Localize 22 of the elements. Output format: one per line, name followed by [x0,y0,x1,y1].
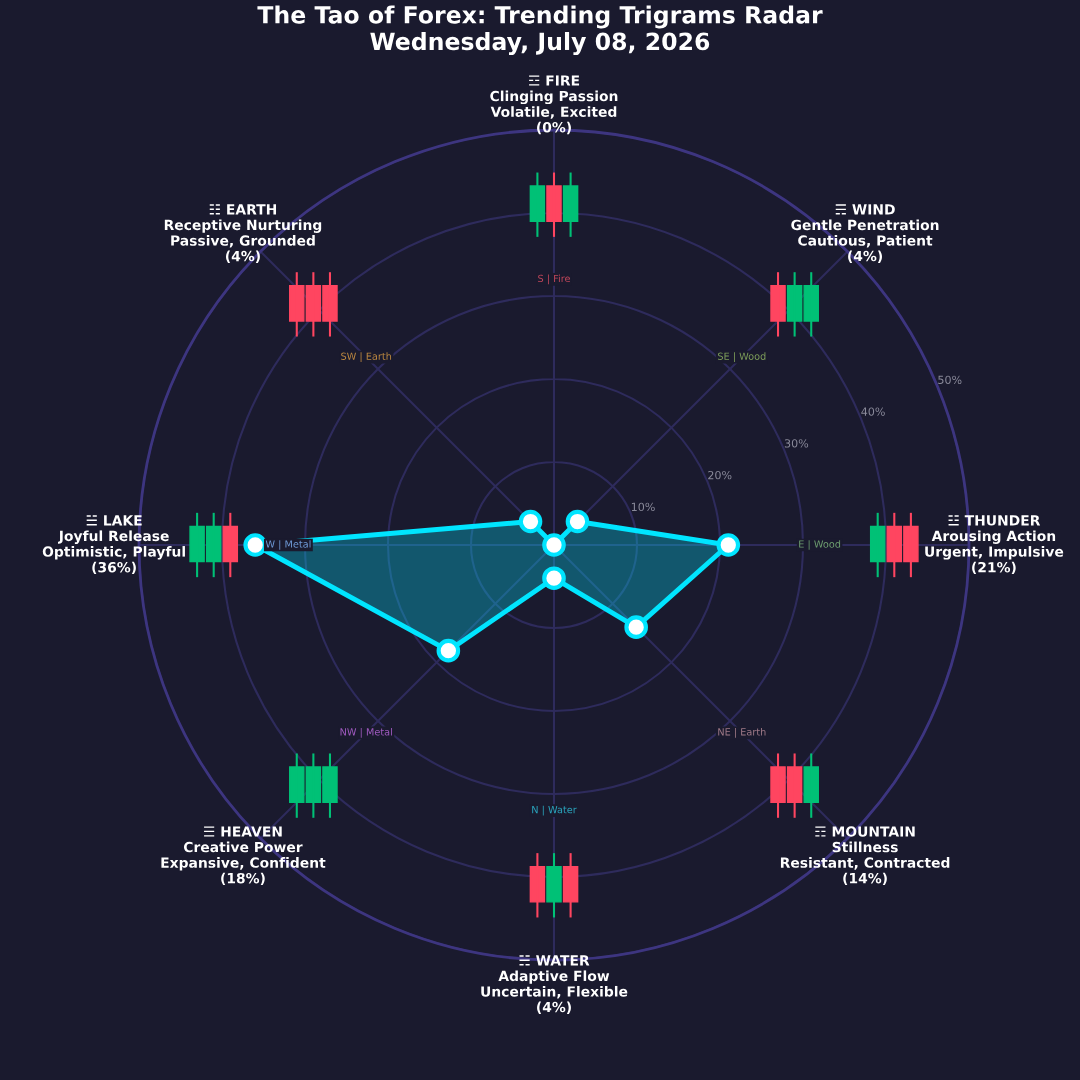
text: NE | Earth [718,727,766,738]
text: SE | Wood [718,352,766,363]
y-tick-label: 20% [708,470,732,480]
spoke-label: ☷ EARTH Receptive Nurturing Passive, Grounded (4%) [164,204,322,263]
y-tick-label: 10% [631,502,655,512]
spoke-label: ☳ THUNDER Arousing Action Urgent, Impulsive (21%) [925,515,1064,575]
spoke-label: ☵ WATER Adaptive Flow Uncertain, Flexible (4%) [481,955,628,1014]
spoke-label: ☶ MOUNTAIN Stillness Resistant, Contracted (14%) [780,826,950,886]
text: N | Water [532,805,577,816]
spoke-label: ☱ LAKE Joyful Release Optimistic, Playful (36%) [42,515,185,575]
spoke-label: ☴ WIND Gentle Penetration Cautious, Patient (4%) [791,204,939,263]
text: NW | Metal [340,727,392,738]
text: S | Fire [538,274,570,285]
y-tick-label: 40% [861,407,885,416]
text: E | Wood [799,540,841,550]
spoke-label: ☰ HEAVEN Creative Power Expansive, Confident (18%) [161,826,326,886]
y-tick-label: 50% [938,375,962,385]
chart-title: The Tao of Forex: Trending Trigrams Radar Wednesday, July 08, 2026 [257,5,823,56]
text: SW | Earth [341,352,392,363]
text: W | Metal [265,540,311,550]
spoke-label: ☲ FIRE Clinging Passion Volatile, Excited (0%) [490,75,618,135]
y-tick-label: 30% [784,439,809,448]
